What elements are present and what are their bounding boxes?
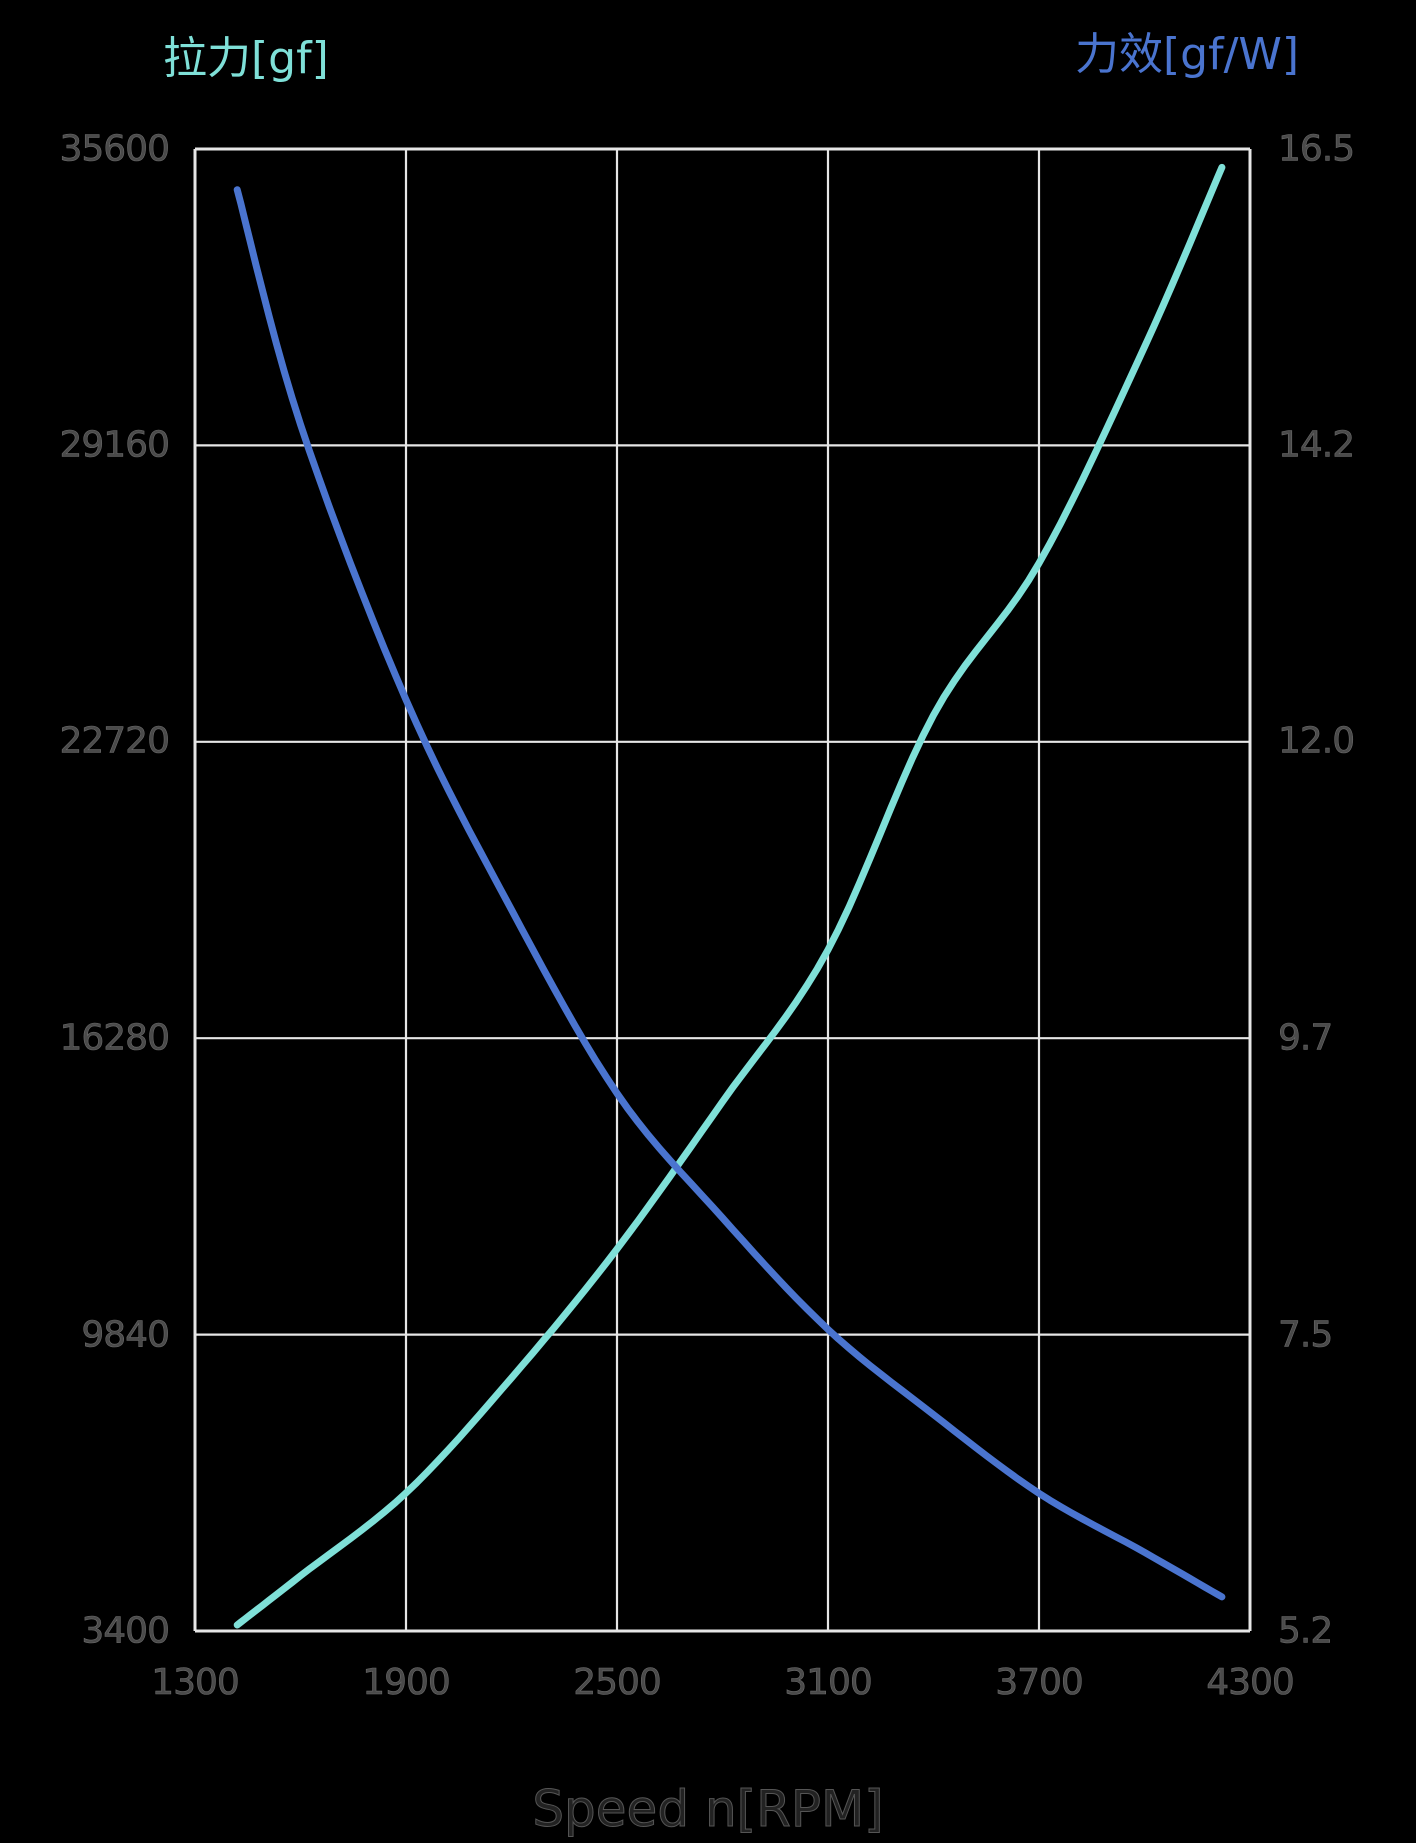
y-right-tick: 7.5 [1278,1314,1334,1356]
y-left-tick: 9840 [81,1314,170,1356]
y-right-tick: 16.5 [1278,128,1356,170]
left-axis-title: 拉力[gf] [163,33,329,84]
y-right-tick: 5.2 [1278,1610,1334,1652]
x-tick: 3100 [784,1662,873,1704]
y-left-tick: 29160 [59,424,170,466]
y-left-tick: 35600 [59,128,170,170]
x-tick: 2500 [573,1662,662,1704]
x-tick: 1900 [362,1662,451,1704]
y-right-tick: 9.7 [1278,1017,1334,1059]
x-axis-title: Speed n[RPM] [532,1780,884,1839]
grid-lines [193,147,1252,1633]
thrust-series-line [233,163,1226,1629]
x-tick: 3700 [995,1662,1084,1704]
right-axis-title: 力效[gf/W] [1075,29,1300,80]
y-left-tick: 22720 [59,720,170,762]
x-tick: 1300 [151,1662,240,1704]
y-left-tick: 16280 [59,1017,170,1059]
y-left-tick: 3400 [81,1610,170,1652]
efficiency-series-line [233,186,1226,1601]
y-right-tick: 14.2 [1278,424,1356,466]
y-right-tick: 12.0 [1278,720,1356,762]
x-tick: 4300 [1206,1662,1295,1704]
